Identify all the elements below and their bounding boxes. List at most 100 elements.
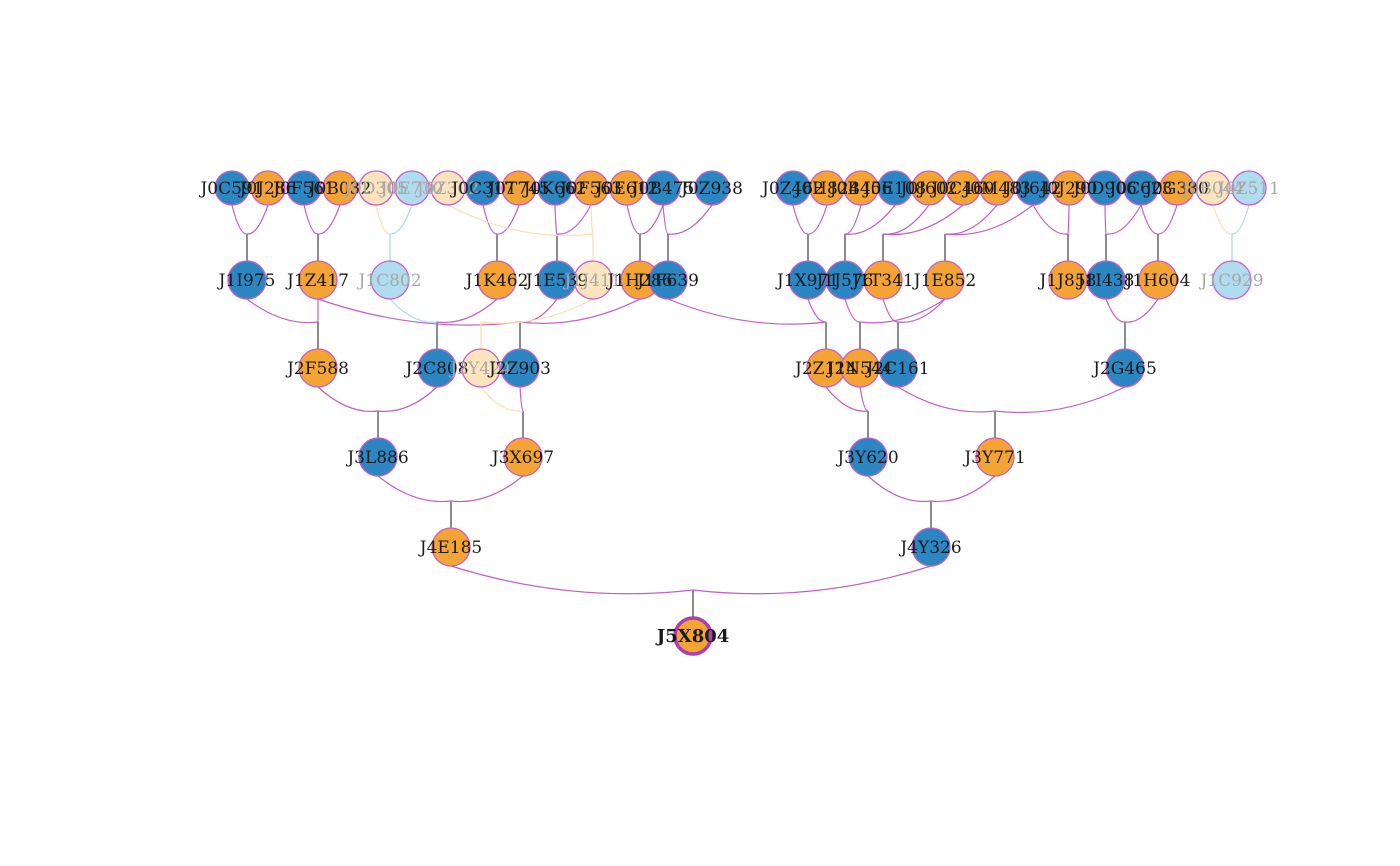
node-J2C808[interactable]	[417, 348, 457, 388]
node-J0K662[interactable]	[537, 170, 573, 206]
edge-J1I975-J0C591	[231, 204, 248, 235]
node-J1I975[interactable]	[227, 260, 267, 300]
node-J2G465[interactable]	[1105, 348, 1145, 388]
edge-J2Z114-J1X971	[807, 298, 827, 323]
node-J2Z114[interactable]	[806, 348, 846, 388]
node-J0Z511[interactable]	[1231, 170, 1267, 206]
node-J0H824[interactable]	[809, 170, 845, 206]
edge-J1T341-J0C460	[882, 204, 964, 236]
edge-J1I438-J0D906	[1104, 204, 1107, 235]
node-J0Z938[interactable]	[694, 170, 730, 206]
node-J3Y620[interactable]	[848, 437, 888, 477]
edge-J1X971-J0H824	[807, 204, 828, 235]
node-J1C802[interactable]	[370, 260, 410, 300]
node-J0F561[interactable]	[286, 170, 322, 206]
edge-J2C161-J1E852	[897, 298, 946, 323]
labels-layer: J0C591J0J286J0F561J0B032J0D305J0E730J0Z3…	[198, 179, 1279, 647]
node-J3X697[interactable]	[503, 437, 543, 477]
node-J1X971[interactable]	[788, 260, 828, 300]
node-J0C623[interactable]	[1123, 170, 1159, 206]
edge-J1I975-J0J286	[246, 204, 269, 235]
edge-J1H604-J0C623	[1140, 204, 1159, 235]
edge-J5X804-J4Y326	[692, 565, 932, 595]
edges-layer	[231, 204, 1250, 618]
node-J2Y424[interactable]	[461, 348, 501, 388]
edge-J1F639-J0B475	[662, 204, 669, 235]
node-J1F639[interactable]	[648, 260, 688, 300]
node-J1E852[interactable]	[925, 260, 965, 300]
node-J0Z462[interactable]	[775, 170, 811, 206]
node-J1H604[interactable]	[1138, 260, 1178, 300]
edge-J1K462-J0C317	[482, 204, 498, 235]
node-J0T745[interactable]	[501, 170, 537, 206]
node-J1J576[interactable]	[825, 260, 865, 300]
edge-J1C929-J0Z511	[1231, 204, 1250, 235]
node-J2N544[interactable]	[840, 348, 880, 388]
edge-J1J858-J0J642	[1032, 204, 1069, 235]
node-J2Z903[interactable]	[500, 348, 540, 388]
edge-J1E539-J0K662	[554, 204, 558, 235]
edge-J1J858-J0J290	[1067, 204, 1070, 235]
node-J0C591[interactable]	[214, 170, 250, 206]
edge-J1H286-J0B475	[639, 204, 664, 235]
node-J1Z417[interactable]	[298, 260, 338, 300]
edge-J1C802-J0E730	[389, 204, 413, 235]
node-J4Y326[interactable]	[911, 527, 951, 567]
node-J1C929[interactable]	[1212, 260, 1252, 300]
edge-J3L886-J2C808	[377, 386, 438, 413]
edge-J2N544-J1E852	[859, 298, 946, 324]
node-J1I438[interactable]	[1086, 260, 1126, 300]
edge-J3X697-J2Y424	[480, 386, 524, 412]
node-J3Y771[interactable]	[975, 437, 1015, 477]
edge-J1E539-J0F563	[556, 204, 592, 235]
node-J0G380[interactable]	[1159, 170, 1195, 206]
node-J0F563[interactable]	[573, 170, 609, 206]
node-J0E612[interactable]	[609, 170, 645, 206]
node-J0J642[interactable]	[1015, 170, 1051, 206]
node-J2F588[interactable]	[298, 348, 338, 388]
node-J0C317[interactable]	[465, 170, 501, 206]
edge-J2Y424-J1J411	[480, 298, 594, 324]
edge-J1F639-J0Z938	[667, 204, 713, 235]
edge-J1J411-J0F563	[590, 204, 594, 235]
edge-J1H286-J0E612	[626, 204, 641, 235]
edge-J1J411-J0Z302	[447, 204, 594, 237]
node-J1J411[interactable]	[573, 260, 613, 300]
node-J0B456[interactable]	[843, 170, 879, 206]
node-J1T341[interactable]	[863, 260, 903, 300]
edge-J1C802-J0D305	[375, 204, 391, 235]
node-J0E108[interactable]	[877, 170, 913, 206]
edge-J1J576-J0E108	[844, 204, 896, 235]
edge-J2G465-J1H604	[1124, 298, 1159, 323]
edge-J4Y326-J3Y771	[930, 475, 996, 503]
edge-J2F588-J1I975	[246, 298, 319, 324]
node-J2C161[interactable]	[878, 348, 918, 388]
node-J3L886[interactable]	[358, 437, 398, 477]
node-J0D906[interactable]	[1087, 170, 1123, 206]
node-J0M483[interactable]	[979, 170, 1015, 206]
edge-J5X804-J4E185	[450, 565, 694, 595]
edge-J2C808-J1K462	[436, 298, 498, 324]
node-J0B475[interactable]	[645, 170, 681, 206]
node-J0D305[interactable]	[358, 170, 394, 206]
node-J5X804[interactable]	[673, 616, 713, 656]
edge-J2Z903-J1Z417	[317, 298, 521, 326]
edge-J1E852-J0J642	[944, 204, 1034, 236]
edge-J2Z114-J1F639	[667, 298, 827, 325]
node-J0C460[interactable]	[945, 170, 981, 206]
node-J0J290[interactable]	[1051, 170, 1087, 206]
node-J0B032[interactable]	[322, 170, 358, 206]
node-J1K462[interactable]	[477, 260, 517, 300]
node-J1E539[interactable]	[537, 260, 577, 300]
node-J0Z302[interactable]	[430, 170, 466, 206]
edge-J1H604-J0G380	[1157, 204, 1178, 235]
node-J1J858[interactable]	[1048, 260, 1088, 300]
node-J0B044[interactable]	[1195, 170, 1231, 206]
edge-J3Y620-J2N544	[859, 386, 869, 412]
node-J0E730[interactable]	[394, 170, 430, 206]
node-J4E185[interactable]	[431, 527, 471, 567]
node-J0J602[interactable]	[911, 170, 947, 206]
node-J0J286[interactable]	[250, 170, 286, 206]
edge-J3Y771-J2G465	[994, 386, 1126, 414]
